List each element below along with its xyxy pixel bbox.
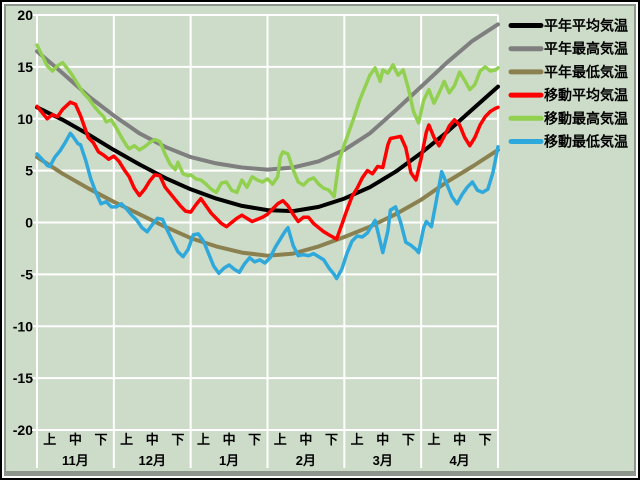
legend-label-3: 移動平均気温 (544, 87, 628, 103)
legend-label-2: 平年最低気温 (544, 64, 628, 80)
y-tick-label: 0 (25, 215, 33, 231)
x-period-label: 上 (427, 432, 440, 447)
x-period-label: 上 (351, 432, 364, 447)
series-line-1 (35, 22, 500, 172)
x-period-label: 下 (402, 432, 415, 447)
legend-label-1: 平年最高気温 (544, 41, 628, 57)
y-tick-label: 15 (17, 59, 33, 75)
x-period-label: 中 (223, 432, 236, 447)
x-period-label: 中 (453, 432, 466, 447)
series-line-5 (35, 131, 500, 281)
y-tick-label: 10 (17, 111, 33, 127)
y-tick-label: 5 (25, 163, 33, 179)
series-line-2 (35, 147, 500, 258)
x-period-label: 中 (146, 432, 159, 447)
x-month-label: 12月 (139, 453, 166, 468)
x-period-label: 中 (376, 432, 389, 447)
legend-label-4: 移動最高気温 (544, 110, 628, 126)
y-tick-label: -15 (13, 370, 33, 386)
x-period-label: 下 (95, 432, 108, 447)
x-period-label: 下 (479, 432, 492, 447)
y-tick-label: 20 (17, 7, 33, 23)
legend-label-5: 移動最低気温 (544, 134, 628, 150)
x-period-label: 下 (248, 432, 261, 447)
series-line-3 (35, 100, 500, 241)
series-line-4 (35, 43, 500, 199)
legend-label-0: 平年平均気温 (544, 18, 628, 34)
x-period-label: 下 (325, 432, 338, 447)
x-month-label: 2月 (296, 453, 316, 468)
y-tick-label: -5 (21, 266, 34, 282)
x-period-label: 中 (69, 432, 82, 447)
x-period-label: 中 (299, 432, 312, 447)
x-period-label: 上 (43, 432, 56, 447)
x-period-label: 上 (274, 432, 287, 447)
x-period-label: 上 (197, 432, 210, 447)
x-month-label: 4月 (449, 453, 469, 468)
x-month-label: 11月 (62, 453, 89, 468)
y-tick-label: -20 (13, 422, 33, 438)
x-period-label: 下 (171, 432, 184, 447)
y-tick-label: -10 (13, 318, 33, 334)
x-month-label: 3月 (373, 453, 393, 468)
x-period-label: 上 (120, 432, 133, 447)
x-month-label: 1月 (219, 453, 239, 468)
